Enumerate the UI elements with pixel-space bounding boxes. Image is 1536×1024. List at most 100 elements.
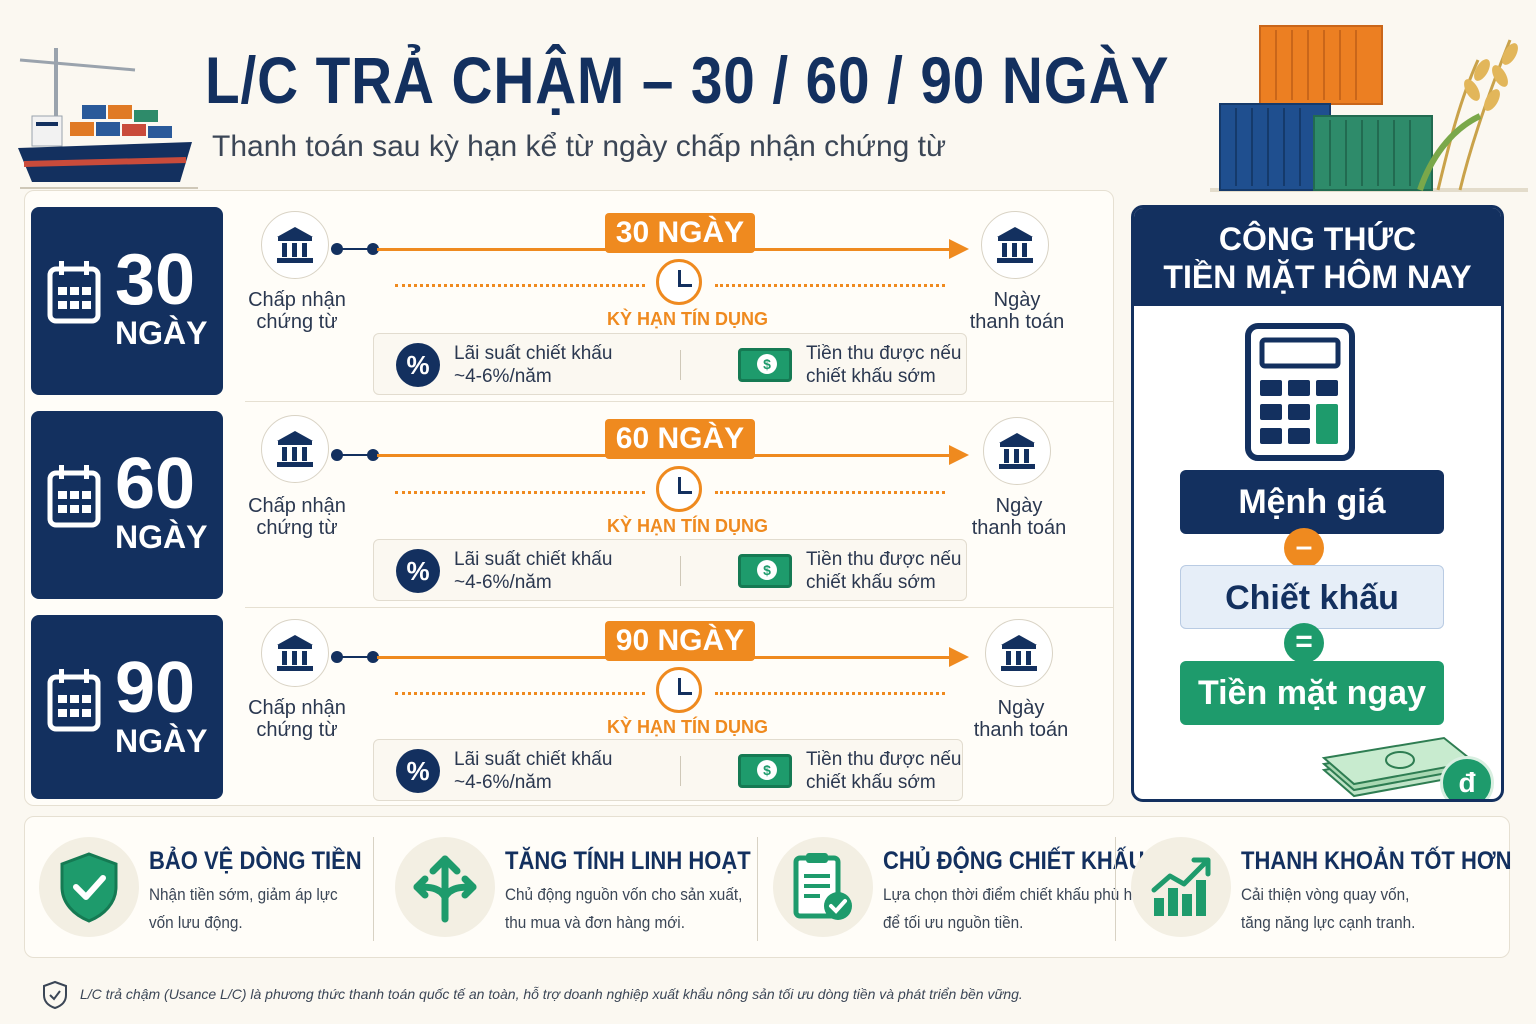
start-label-line2: chứng từ [256, 311, 338, 333]
formula-header: CÔNG THỨC TIỀN MẶT HÔM NAY [1134, 208, 1501, 306]
split-arrows-icon [395, 837, 495, 937]
rate-value: ~4-6%/năm [454, 572, 552, 593]
start-label-line1: Chấp nhận [248, 697, 346, 719]
rate-info-box: % Lãi suất chiết khấu ~4-6%/năm Tiền thu… [373, 739, 963, 801]
containers-wheat-illustration [1210, 25, 1528, 192]
benefit-item: BẢO VỆ DÒNG TIỀN Nhận tiền sớm, giảm áp … [31, 817, 391, 959]
bank-start-icon [261, 415, 329, 483]
page-subtitle: Thanh toán sau kỳ hạn kể từ ngày chấp nh… [212, 130, 947, 163]
benefit-desc-line1: Chủ động nguồn vốn cho sản xuất, [505, 885, 743, 904]
row-divider [245, 401, 1113, 402]
benefit-desc-line2: vốn lưu động. [149, 913, 243, 932]
benefit-title: CHỦ ĐỘNG CHIẾT KHẤU [883, 847, 1145, 875]
shield-footer-icon [43, 980, 67, 1010]
start-label-line1: Chấp nhận [248, 289, 346, 311]
benefit-title: BẢO VỆ DÒNG TIỀN [149, 847, 362, 875]
term-rows-panel: 30 NGÀY Chấp nhận chứng từ 30 NGÀY KỲ HẠ… [24, 190, 1114, 806]
day-unit: NGÀY [115, 519, 208, 555]
benefit-desc-line1: Cải thiện vòng quay vốn, [1241, 885, 1410, 904]
timeline-dot [367, 651, 379, 663]
cash-bill-icon [738, 348, 792, 382]
cash-bill-icon [738, 754, 792, 788]
growth-chart-icon [1131, 837, 1231, 937]
dotted-line [715, 692, 945, 695]
calendar-icon [47, 465, 101, 528]
percent-icon: % [396, 343, 440, 387]
term-arrow-head [949, 239, 969, 259]
term-pill: 60 NGÀY [605, 419, 755, 459]
bank-end-icon [981, 211, 1049, 279]
minus-operator: – [1284, 528, 1324, 568]
clock-icon [656, 466, 702, 512]
clock-icon [656, 259, 702, 305]
term-caption: KỲ HẠN TÍN DỤNG [607, 516, 768, 536]
proceeds-label-2: chiết khấu sớm [806, 772, 936, 793]
end-label-line2: thanh toán [969, 311, 1065, 333]
benefit-item: TĂNG TÍNH LINH HOẠT Chủ động nguồn vốn c… [387, 817, 751, 959]
calendar-icon [47, 669, 101, 732]
rate-info-box: % Lãi suất chiết khấu ~4-6%/năm Tiền thu… [373, 539, 967, 601]
start-label-line2: chứng từ [256, 719, 338, 741]
day-badge: 30 NGÀY [31, 207, 223, 395]
benefit-divider [1115, 837, 1116, 941]
clipboard-check-icon [773, 837, 873, 937]
benefit-item: THANH KHOẢN TỐT HƠN Cải thiện vòng quay … [1123, 817, 1512, 959]
timeline-dot [367, 449, 379, 461]
formula-title-line2: TIỀN MẶT HÔM NAY [1163, 259, 1472, 295]
rate-label: Lãi suất chiết khấu [454, 549, 613, 570]
timeline-dot [367, 243, 379, 255]
timeline-connector [337, 248, 371, 250]
money-stack-icon [1321, 736, 1477, 798]
rate-value: ~4-6%/năm [454, 366, 552, 387]
day-badge: 60 NGÀY [31, 411, 223, 599]
shield-check-icon [39, 837, 139, 937]
benefit-divider [757, 837, 758, 941]
start-label-line1: Chấp nhận [248, 495, 346, 517]
info-divider [680, 556, 681, 586]
currency-coin-icon: đ [1440, 756, 1494, 799]
term-caption: KỲ HẠN TÍN DỤNG [607, 717, 768, 737]
term-caption: KỲ HẠN TÍN DỤNG [607, 309, 768, 329]
day-number: 30 [115, 240, 196, 320]
rate-label: Lãi suất chiết khấu [454, 343, 613, 364]
dotted-line [395, 491, 645, 494]
discount-box: Chiết khấu [1180, 565, 1444, 629]
cash-bill-icon [738, 554, 792, 588]
info-divider [680, 350, 681, 380]
face-value-box: Mệnh giá [1180, 470, 1444, 534]
rate-value: ~4-6%/năm [454, 772, 552, 793]
day-number: 90 [115, 648, 196, 728]
percent-icon: % [396, 749, 440, 793]
benefits-panel: BẢO VỆ DÒNG TIỀN Nhận tiền sớm, giảm áp … [24, 816, 1512, 959]
term-pill: 90 NGÀY [605, 621, 755, 661]
end-label-line2: thanh toán [973, 719, 1069, 741]
bank-start-icon [261, 619, 329, 687]
rate-info-box: % Lãi suất chiết khấu ~4-6%/năm Tiền thu… [373, 333, 967, 395]
dotted-line [715, 284, 945, 287]
row-divider [245, 607, 1113, 608]
end-label-line1: Ngày [995, 495, 1043, 517]
benefit-desc-line2: thu mua và đơn hàng mới. [505, 913, 685, 932]
day-number: 60 [115, 444, 196, 524]
formula-panel: CÔNG THỨC TIỀN MẶT HÔM NAY Mệnh giá – Ch… [1131, 205, 1504, 802]
footer-note: L/C trả chậm (Usance L/C) là phương thức… [80, 986, 1023, 1002]
cash-now-box: Tiền mặt ngay [1180, 661, 1444, 725]
proceeds-label: Tiền thu được nếu [806, 549, 962, 570]
equals-operator: = [1284, 623, 1324, 663]
benefit-title: TĂNG TÍNH LINH HOẠT [505, 847, 751, 875]
term-pill: 30 NGÀY [605, 213, 755, 253]
calendar-icon [47, 261, 101, 324]
day-unit: NGÀY [115, 723, 208, 759]
dotted-line [395, 692, 645, 695]
bank-start-icon [261, 211, 329, 279]
day-unit: NGÀY [115, 315, 208, 351]
end-label-line1: Ngày [997, 697, 1045, 719]
term-arrow-head [949, 445, 969, 465]
benefit-divider [373, 837, 374, 941]
benefit-item: CHỦ ĐỘNG CHIẾT KHẤU Lựa chọn thời điểm c… [765, 817, 1151, 959]
info-divider [680, 756, 681, 786]
start-label-line2: chứng từ [256, 517, 338, 539]
benefit-desc-line1: Lựa chọn thời điểm chiết khấu phù hợp [883, 885, 1151, 904]
end-label-line2: thanh toán [971, 517, 1067, 539]
bank-end-icon [983, 417, 1051, 485]
